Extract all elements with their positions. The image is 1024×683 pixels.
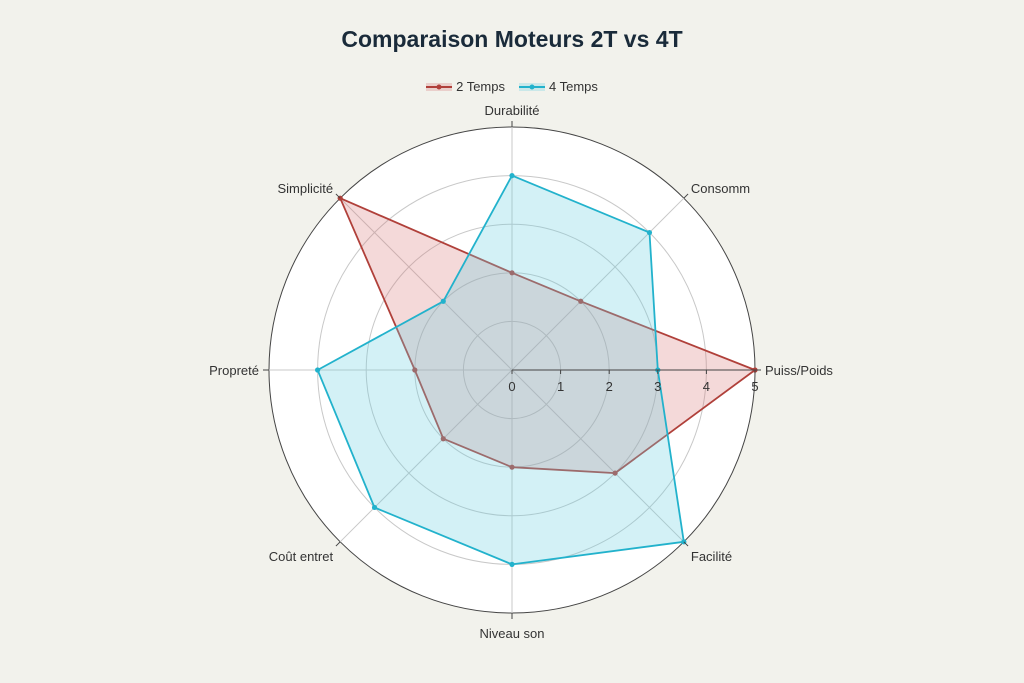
legend-item-4-temps[interactable]: 4 Temps xyxy=(519,79,598,94)
data-point xyxy=(509,464,515,470)
axis-label: Niveau son xyxy=(479,626,544,641)
axis-tick xyxy=(335,193,341,199)
axis-label: Propreté xyxy=(209,363,259,378)
data-point xyxy=(371,504,378,511)
data-point xyxy=(440,436,446,442)
data-point xyxy=(440,298,446,304)
axis-tick xyxy=(335,541,341,547)
tick-label: 1 xyxy=(557,379,564,394)
tick-label: 3 xyxy=(654,379,661,394)
legend-label-2-temps: 2 Temps xyxy=(456,79,505,94)
axis-label: Coût entret xyxy=(269,549,334,564)
axis-label: Simplicité xyxy=(277,181,333,196)
grid-spoke xyxy=(339,197,513,371)
grid-spoke xyxy=(511,369,685,543)
legend: 2 Temps 4 Temps xyxy=(0,79,1024,94)
tick-label: 0 xyxy=(508,379,515,394)
axis-label: Consomm xyxy=(691,181,750,196)
legend-swatch-4-temps-icon xyxy=(519,82,545,91)
data-point xyxy=(509,270,515,276)
legend-swatch-2-temps-icon xyxy=(426,82,453,91)
tick-label: 5 xyxy=(751,379,758,394)
data-point xyxy=(412,367,418,373)
data-point xyxy=(315,367,321,373)
data-point xyxy=(509,173,515,179)
grid-spoke xyxy=(511,197,685,371)
legend-label-4-temps: 4 Temps xyxy=(549,79,598,94)
axis-tick xyxy=(683,193,689,199)
tick-label: 4 xyxy=(703,379,710,394)
data-point xyxy=(509,561,515,568)
data-point xyxy=(646,229,653,236)
chart-title: Comparaison Moteurs 2T vs 4T xyxy=(341,26,683,52)
tick-label: 2 xyxy=(606,379,613,394)
axis-label: Facilité xyxy=(691,549,732,564)
axis-label: Durabilité xyxy=(485,103,540,118)
axis-label: Puiss/Poids xyxy=(765,363,833,378)
data-point xyxy=(578,298,584,304)
grid-spoke xyxy=(339,369,513,543)
axis-tick xyxy=(683,541,689,547)
data-point xyxy=(612,470,618,476)
legend-item-2-temps[interactable]: 2 Temps xyxy=(426,79,505,94)
